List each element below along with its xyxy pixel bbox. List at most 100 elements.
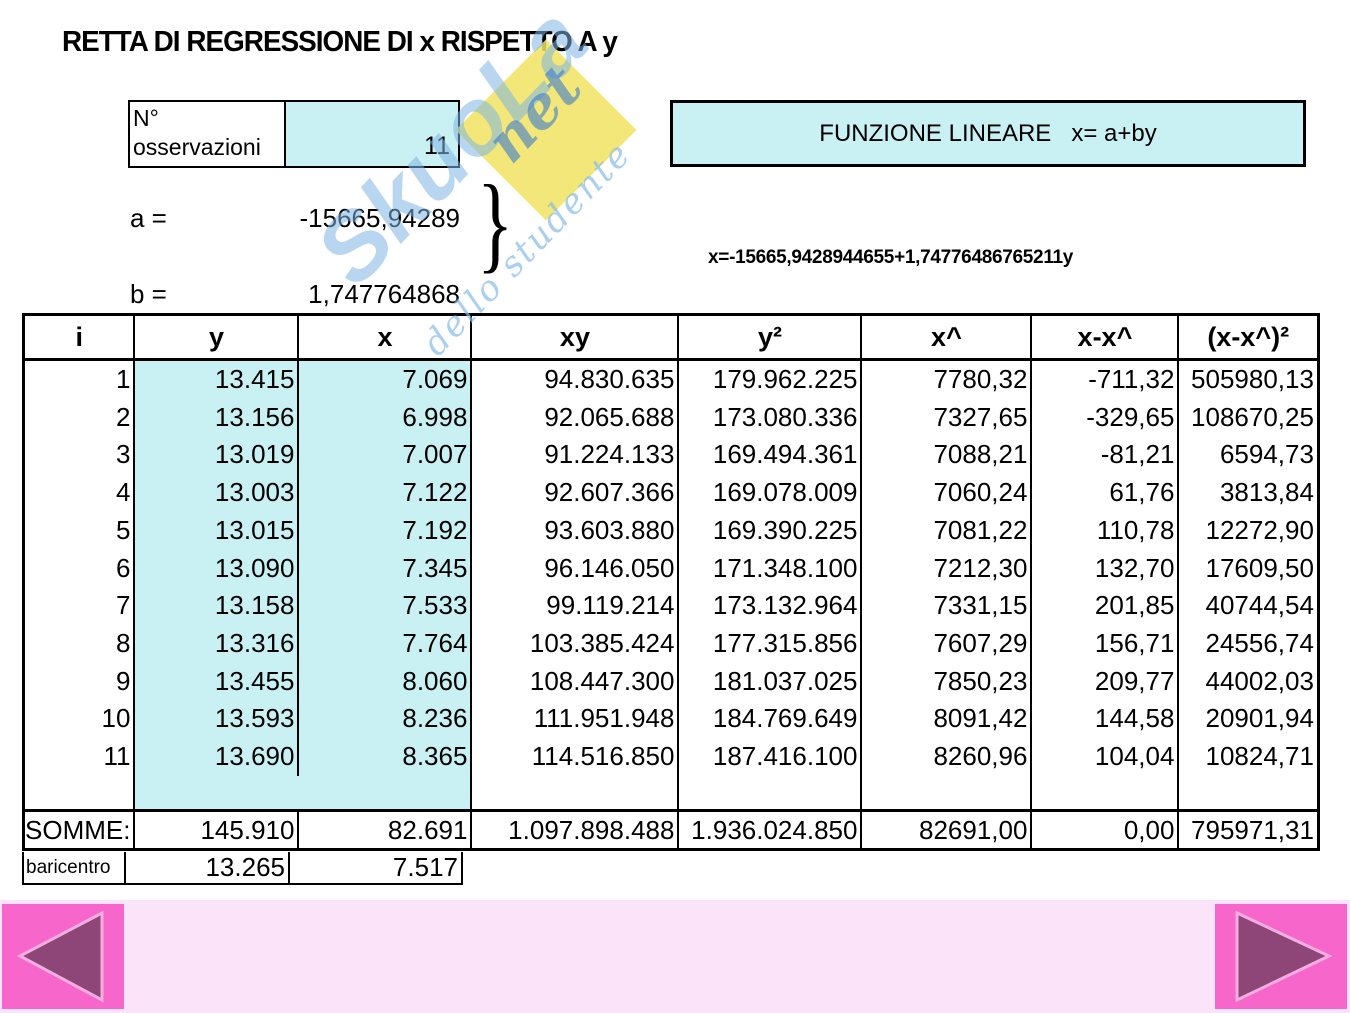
table-cell: 24556,74	[1177, 624, 1319, 663]
table-cell: 13.690	[133, 738, 299, 776]
table-cell: 7060,24	[860, 474, 1032, 512]
table-cell: 12272,90	[1177, 511, 1319, 550]
observations-label: N° osservazioni	[130, 102, 286, 166]
table-cell: 7850,23	[860, 662, 1032, 701]
table-cell: 6	[115, 552, 131, 583]
table-cell: 61,76	[1030, 474, 1179, 512]
table-cell: 13.158	[133, 587, 299, 625]
table-body: 1 13.415 7.069 94.830.635 179.962.225 7780,32…	[24, 359, 1319, 776]
table-cell: 2	[115, 401, 131, 432]
table-cell: 201,85	[1030, 587, 1179, 625]
column-header-x: x	[297, 314, 472, 361]
table-cell: 7.345	[297, 549, 472, 588]
table-row: 8 13.316 7.764 103.385.424 177.315.856 7607,2…	[24, 624, 1319, 663]
table-footer: SOMME: 145.910 82.691 1.097.898.488 1.93…	[23, 775, 1319, 850]
column-header-x-xhat: x-x^	[1030, 314, 1179, 361]
column-header-xy: xy	[470, 314, 679, 361]
table-cell: 7081,22	[860, 511, 1032, 550]
table-cell: 13.015	[133, 511, 299, 550]
table-cell: 169.390.225	[677, 511, 862, 550]
slide-title: RETTA DI REGRESSIONE DI x RISPETTO A y	[62, 26, 618, 58]
table-cell: 6594,73	[1177, 436, 1319, 475]
column-header-xhat: x^	[860, 314, 1032, 361]
table-row: 5 13.015 7.192 93.603.880 169.390.225 7081,22…	[24, 511, 1319, 550]
column-header-y: y	[133, 314, 299, 361]
table-cell: 108670,25	[1177, 398, 1319, 437]
table-cell: 13.316	[133, 624, 299, 663]
table-cell: 13.019	[133, 436, 299, 475]
table-cell: 4	[115, 477, 131, 508]
table-cell: 13.455	[133, 662, 299, 701]
table-row: 4 13.003 7.122 92.607.366 169.078.009 7060,24…	[24, 474, 1319, 512]
table-cell: 7.192	[297, 511, 472, 550]
table-cell: 8.365	[297, 738, 472, 776]
table-cell: 91.224.133	[470, 436, 679, 475]
table-cell: 173.132.964	[677, 587, 862, 625]
table-cell: 6.998	[297, 398, 472, 437]
table-cell	[860, 775, 1032, 811]
table-cell: 93.603.880	[470, 511, 679, 550]
table-cell: 111.951.948	[470, 700, 679, 739]
baricentro-value-x: 7.517	[288, 852, 463, 885]
table-cell: 7327,65	[860, 398, 1032, 437]
regression-equation: x=-15665,9428944655+1,74776486765211y	[708, 247, 1074, 268]
table-cell: 114.516.850	[470, 738, 679, 776]
somme-value-xhat: 82691,00	[860, 809, 1032, 850]
table-cell: 177.315.856	[677, 624, 862, 663]
table-row: 7 13.158 7.533 99.119.214 173.132.964 7331,15…	[24, 587, 1319, 625]
table-cell: 505980,13	[1177, 359, 1319, 399]
prev-slide-button[interactable]	[2, 904, 124, 1009]
table-cell: 209,77	[1030, 662, 1179, 701]
table-cell: -81,21	[1030, 436, 1179, 475]
table-cell: 108.447.300	[470, 662, 679, 701]
table-cell: 132,70	[1030, 549, 1179, 588]
table-cell: 13.156	[133, 398, 299, 437]
somme-value-y: 145.910	[133, 809, 299, 850]
somme-value-x-xhat2: 795971,31	[1177, 809, 1319, 850]
baricentro-row: baricentro 13.265 7.517	[22, 852, 463, 885]
table-header-row: i y x xy y² x^ x-x^ (x-x^)²	[23, 314, 1319, 361]
table-cell: 7.069	[297, 359, 472, 399]
watermark-net: net	[472, 52, 596, 176]
table-cell: 20901,94	[1177, 700, 1319, 739]
table-cell: 156,71	[1030, 624, 1179, 663]
table-row: 6 13.090 7.345 96.146.050 171.348.100 7212,30…	[24, 549, 1319, 588]
coefficient-b-label: b =	[130, 279, 167, 309]
table-cell: 110,78	[1030, 511, 1179, 550]
column-header-y2: y²	[677, 314, 862, 361]
prev-arrow-icon	[16, 910, 104, 1003]
table-cell: 7331,15	[860, 587, 1032, 625]
next-slide-button[interactable]	[1215, 904, 1347, 1009]
table-cell: 8260,96	[860, 738, 1032, 776]
table-cell: 7212,30	[860, 549, 1032, 588]
observations-box: N° osservazioni 11	[128, 100, 460, 168]
table-cell: 9	[115, 665, 131, 696]
table-cell: 7780,32	[860, 359, 1032, 399]
somme-label: SOMME:	[23, 809, 135, 850]
table-cell: 10	[101, 703, 131, 734]
table-cell: 7.007	[297, 436, 472, 475]
table-cell: 8.060	[297, 662, 472, 701]
table-cell: 104,04	[1030, 738, 1179, 776]
table-cell: 13.003	[133, 474, 299, 512]
table-cell: 7.533	[297, 587, 472, 625]
table-cell: 103.385.424	[470, 624, 679, 663]
table-cell: -329,65	[1030, 398, 1179, 437]
table-cell: 173.080.336	[677, 398, 862, 437]
table-cell: 1	[115, 364, 131, 394]
table-cell: 7.764	[297, 624, 472, 663]
table-cell: 44002,03	[1177, 662, 1319, 701]
somme-value-xy: 1.097.898.488	[470, 809, 679, 850]
table-cell: -711,32	[1030, 359, 1179, 399]
table-row-blank	[24, 775, 1319, 811]
table-cell: 96.146.050	[470, 549, 679, 588]
table-cell	[133, 775, 299, 811]
table-cell: 3813,84	[1177, 474, 1319, 512]
coefficient-b-value: 1,747764868	[308, 279, 460, 309]
table-cell: 8091,42	[860, 700, 1032, 739]
table-cell: 40744,54	[1177, 587, 1319, 625]
table-cell: 11	[103, 741, 131, 772]
table-cell	[298, 775, 472, 811]
navigation-bar	[0, 900, 1350, 1013]
observations-label-line2: osservazioni	[133, 133, 261, 160]
